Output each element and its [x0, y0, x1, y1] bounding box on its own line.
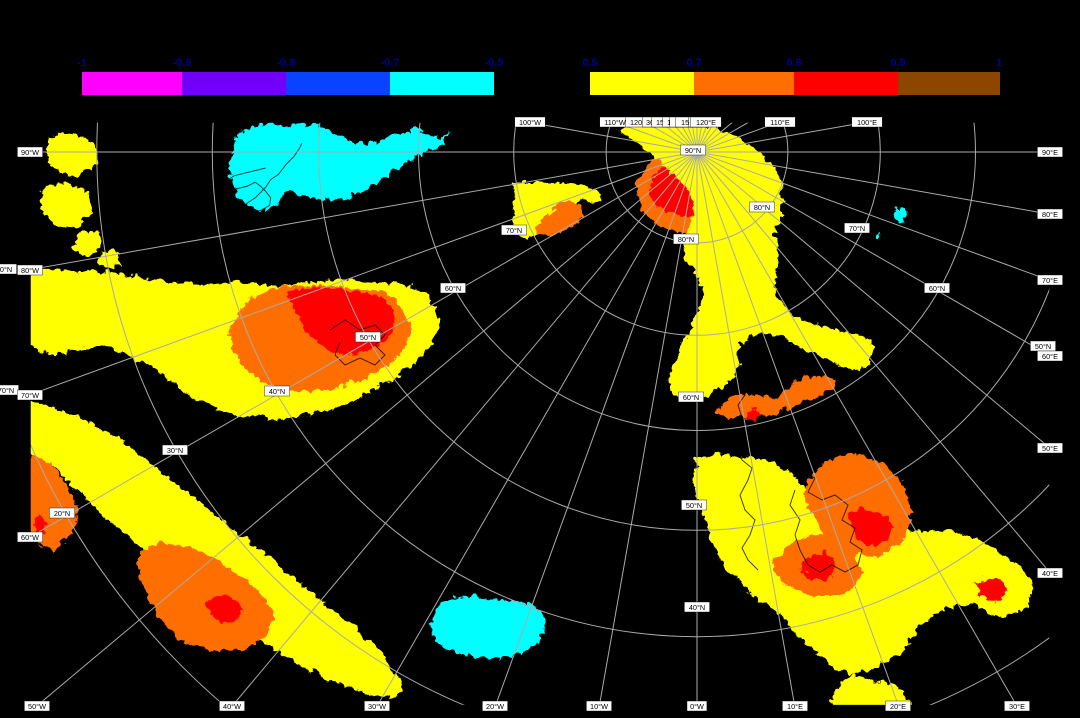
svg-text:-0.9: -0.9: [173, 57, 192, 69]
svg-text:90°N: 90°N: [685, 146, 701, 155]
svg-text:110°E: 110°E: [770, 118, 790, 127]
svg-text:70°W: 70°W: [21, 391, 39, 400]
svg-text:20°N: 20°N: [54, 509, 70, 518]
svg-text:0.8: 0.8: [786, 57, 801, 69]
svg-text:0°W: 0°W: [690, 702, 704, 711]
svg-text:80°W: 80°W: [21, 266, 39, 275]
svg-text:20°E: 20°E: [890, 702, 906, 711]
svg-text:40°W: 40°W: [223, 702, 241, 711]
svg-text:-1: -1: [77, 57, 87, 69]
svg-text:80°N: 80°N: [0, 265, 12, 274]
svg-text:10°W: 10°W: [590, 702, 608, 711]
svg-text:50°N: 50°N: [686, 501, 702, 510]
svg-text:90°W: 90°W: [21, 148, 39, 157]
svg-text:30°N: 30°N: [167, 446, 183, 455]
svg-text:50°N: 50°N: [1035, 342, 1051, 351]
svg-text:120°E: 120°E: [696, 118, 716, 127]
svg-text:80°N: 80°N: [754, 203, 770, 212]
svg-text:50°W: 50°W: [28, 702, 46, 711]
svg-text:40°N: 40°N: [689, 603, 705, 612]
svg-text:60°N: 60°N: [929, 284, 945, 293]
svg-text:0.9: 0.9: [890, 57, 905, 69]
svg-text:70°N: 70°N: [0, 386, 14, 395]
svg-text:0.7: 0.7: [686, 57, 701, 69]
svg-text:100°W: 100°W: [519, 118, 541, 127]
svg-text:50°N: 50°N: [360, 333, 376, 342]
svg-text:70°N: 70°N: [849, 224, 865, 233]
svg-text:30°E: 30°E: [1009, 702, 1025, 711]
svg-text:60°W: 60°W: [21, 533, 39, 542]
svg-text:60°N: 60°N: [445, 284, 461, 293]
svg-text:0.5: 0.5: [582, 57, 597, 69]
svg-text:50°E: 50°E: [1042, 444, 1058, 453]
svg-text:20°W: 20°W: [486, 702, 504, 711]
svg-text:30°W: 30°W: [368, 702, 386, 711]
svg-text:70°N: 70°N: [506, 226, 522, 235]
svg-text:60°E: 60°E: [1042, 352, 1058, 361]
svg-text:80°E: 80°E: [1042, 210, 1058, 219]
svg-text:60°N: 60°N: [683, 393, 699, 402]
svg-text:40°N: 40°N: [269, 387, 285, 396]
svg-text:-0.8: -0.8: [277, 57, 296, 69]
svg-text:tro: tro: [873, 679, 881, 686]
svg-text:1: 1: [996, 57, 1002, 69]
svg-text:-0.7: -0.7: [381, 57, 400, 69]
svg-text:40°E: 40°E: [1042, 569, 1058, 578]
svg-text:80°N: 80°N: [678, 235, 694, 244]
svg-text:-0.5: -0.5: [485, 57, 504, 69]
svg-text:10°E: 10°E: [787, 702, 803, 711]
svg-text:70°E: 70°E: [1042, 276, 1058, 285]
svg-text:110°W: 110°W: [604, 118, 626, 127]
svg-text:100°E: 100°E: [857, 118, 877, 127]
svg-text:90°E: 90°E: [1042, 148, 1058, 157]
